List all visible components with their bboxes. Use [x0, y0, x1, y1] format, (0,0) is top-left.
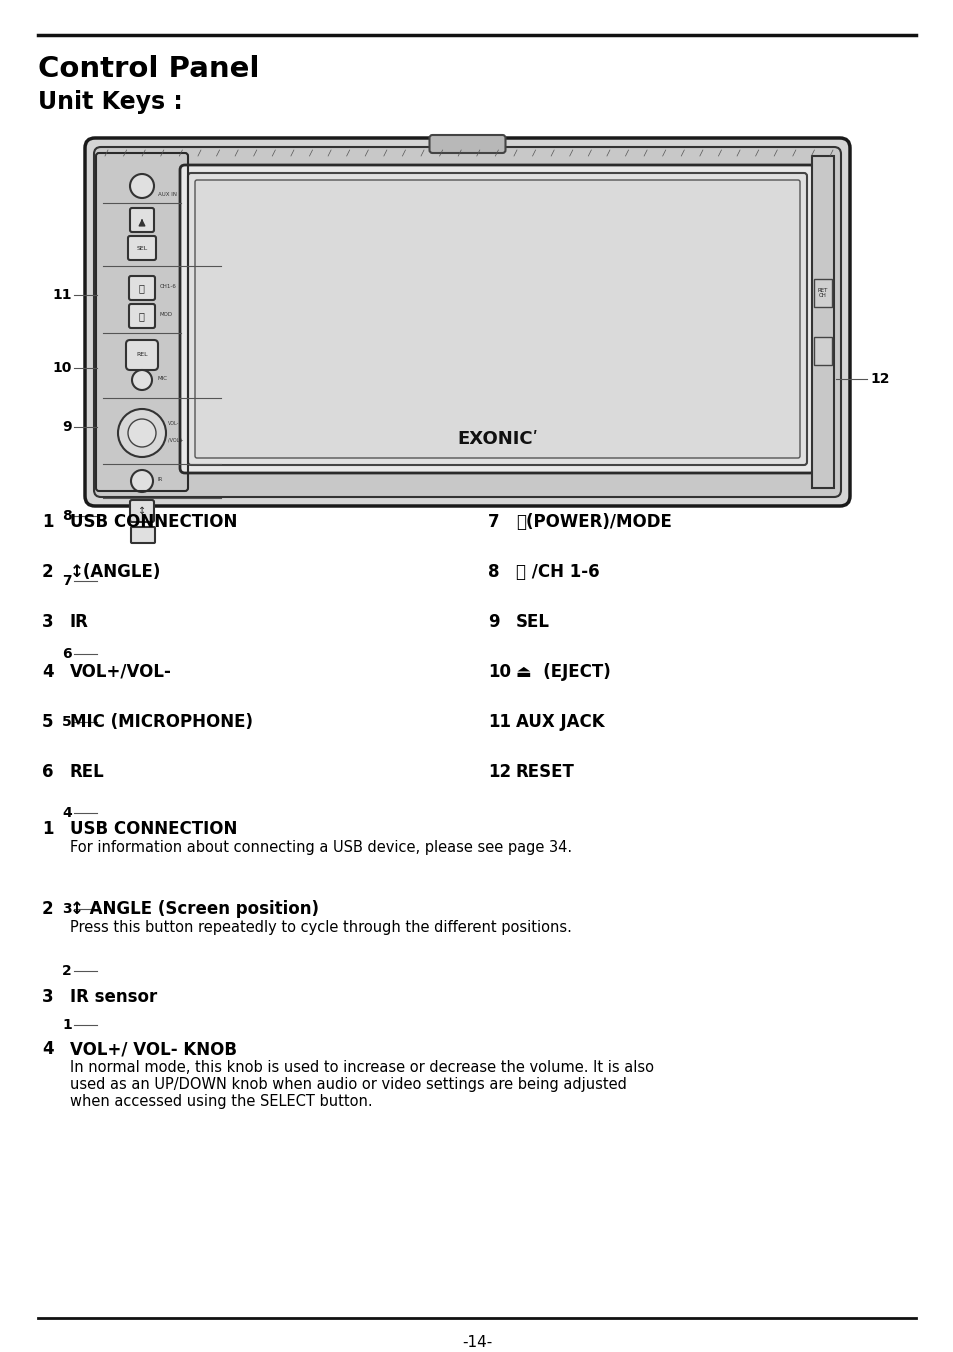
Text: 8: 8	[488, 562, 499, 581]
Text: 1: 1	[42, 821, 53, 838]
Text: 2: 2	[42, 562, 53, 581]
Text: VOL+/VOL-: VOL+/VOL-	[70, 662, 172, 681]
Text: 11: 11	[52, 288, 71, 301]
Text: AUX IN: AUX IN	[158, 192, 177, 197]
Text: USB CONNECTION: USB CONNECTION	[70, 821, 237, 838]
Text: VOL-: VOL-	[168, 420, 179, 426]
Text: ⏏  (EJECT): ⏏ (EJECT)	[516, 662, 610, 681]
FancyBboxPatch shape	[429, 135, 505, 153]
Text: In normal mode, this knob is used to increase or decrease the volume. It is also: In normal mode, this knob is used to inc…	[70, 1060, 654, 1075]
Text: SEL: SEL	[516, 612, 550, 631]
Text: AUX JACK: AUX JACK	[516, 713, 604, 731]
FancyBboxPatch shape	[188, 173, 806, 465]
Text: 10: 10	[52, 361, 71, 375]
Text: RESET: RESET	[516, 763, 575, 781]
Text: ⏻: ⏻	[138, 311, 144, 320]
Text: REL: REL	[136, 353, 148, 357]
Text: 7: 7	[62, 575, 71, 588]
Text: 6: 6	[62, 648, 71, 661]
FancyBboxPatch shape	[129, 304, 154, 329]
FancyBboxPatch shape	[180, 165, 814, 473]
Text: 2: 2	[42, 900, 53, 918]
Text: VOL+/ VOL- KNOB: VOL+/ VOL- KNOB	[70, 1040, 236, 1059]
Text: EXONICʹ: EXONICʹ	[456, 430, 537, 448]
Text: REL: REL	[70, 763, 105, 781]
FancyBboxPatch shape	[130, 500, 153, 522]
Text: -14-: -14-	[461, 1334, 492, 1351]
Bar	[813, 279, 831, 307]
Text: For information about connecting a USB device, please see page 34.: For information about connecting a USB d…	[70, 840, 572, 854]
FancyBboxPatch shape	[194, 180, 800, 458]
Text: MOD: MOD	[160, 312, 172, 316]
Text: RET
CH: RET CH	[817, 288, 827, 299]
FancyBboxPatch shape	[94, 147, 841, 498]
Text: IR: IR	[158, 477, 163, 483]
Text: 1: 1	[42, 512, 53, 531]
Text: 8: 8	[62, 510, 71, 523]
FancyBboxPatch shape	[129, 276, 154, 300]
Text: 4: 4	[42, 1040, 53, 1059]
Text: MIC (MICROPHONE): MIC (MICROPHONE)	[70, 713, 253, 731]
Circle shape	[118, 410, 166, 457]
Circle shape	[132, 370, 152, 389]
Text: IR: IR	[70, 612, 89, 631]
Circle shape	[130, 174, 153, 197]
Text: 7: 7	[488, 512, 499, 531]
Text: 12: 12	[488, 763, 511, 781]
Text: ↕(ANGLE): ↕(ANGLE)	[70, 562, 161, 581]
Text: 4: 4	[42, 662, 53, 681]
Text: ⏻(POWER)/MODE: ⏻(POWER)/MODE	[516, 512, 671, 531]
Text: IR sensor: IR sensor	[70, 988, 157, 1006]
Text: when accessed using the SELECT button.: when accessed using the SELECT button.	[70, 1094, 373, 1109]
FancyBboxPatch shape	[130, 208, 153, 233]
Text: 3: 3	[62, 902, 71, 915]
FancyBboxPatch shape	[131, 527, 154, 544]
FancyBboxPatch shape	[85, 138, 849, 506]
FancyBboxPatch shape	[126, 339, 158, 370]
Text: ⏭: ⏭	[138, 283, 144, 293]
Text: 9: 9	[62, 420, 71, 434]
Text: 4: 4	[62, 806, 71, 819]
Circle shape	[131, 470, 152, 492]
Text: 5: 5	[62, 715, 71, 729]
Text: ⏭ /CH 1-6: ⏭ /CH 1-6	[516, 562, 599, 581]
Text: 3: 3	[42, 612, 53, 631]
Text: 3: 3	[42, 988, 53, 1006]
Bar	[813, 337, 831, 365]
Text: /VOL+: /VOL+	[168, 437, 183, 442]
Text: 9: 9	[488, 612, 499, 631]
Text: ↕ ANGLE (Screen position): ↕ ANGLE (Screen position)	[70, 900, 318, 918]
Text: ↕: ↕	[138, 506, 146, 516]
Text: MIC: MIC	[158, 376, 168, 381]
Text: 10: 10	[488, 662, 511, 681]
Bar	[811, 155, 833, 488]
Text: 1: 1	[62, 1018, 71, 1032]
Text: 2: 2	[62, 964, 71, 977]
Text: SEL: SEL	[136, 246, 148, 250]
Text: USB CONNECTION: USB CONNECTION	[70, 512, 237, 531]
Text: used as an UP/DOWN knob when audio or video settings are being adjusted: used as an UP/DOWN knob when audio or vi…	[70, 1078, 626, 1092]
Text: CH1-6: CH1-6	[160, 284, 176, 289]
Text: Unit Keys :: Unit Keys :	[38, 91, 183, 114]
Text: 5: 5	[42, 713, 53, 731]
Text: 6: 6	[42, 763, 53, 781]
Text: Control Panel: Control Panel	[38, 55, 259, 82]
Circle shape	[128, 419, 156, 448]
Text: 12: 12	[869, 372, 888, 385]
Text: Press this button repeatedly to cycle through the different positions.: Press this button repeatedly to cycle th…	[70, 919, 571, 936]
Text: 11: 11	[488, 713, 511, 731]
FancyBboxPatch shape	[128, 237, 156, 260]
